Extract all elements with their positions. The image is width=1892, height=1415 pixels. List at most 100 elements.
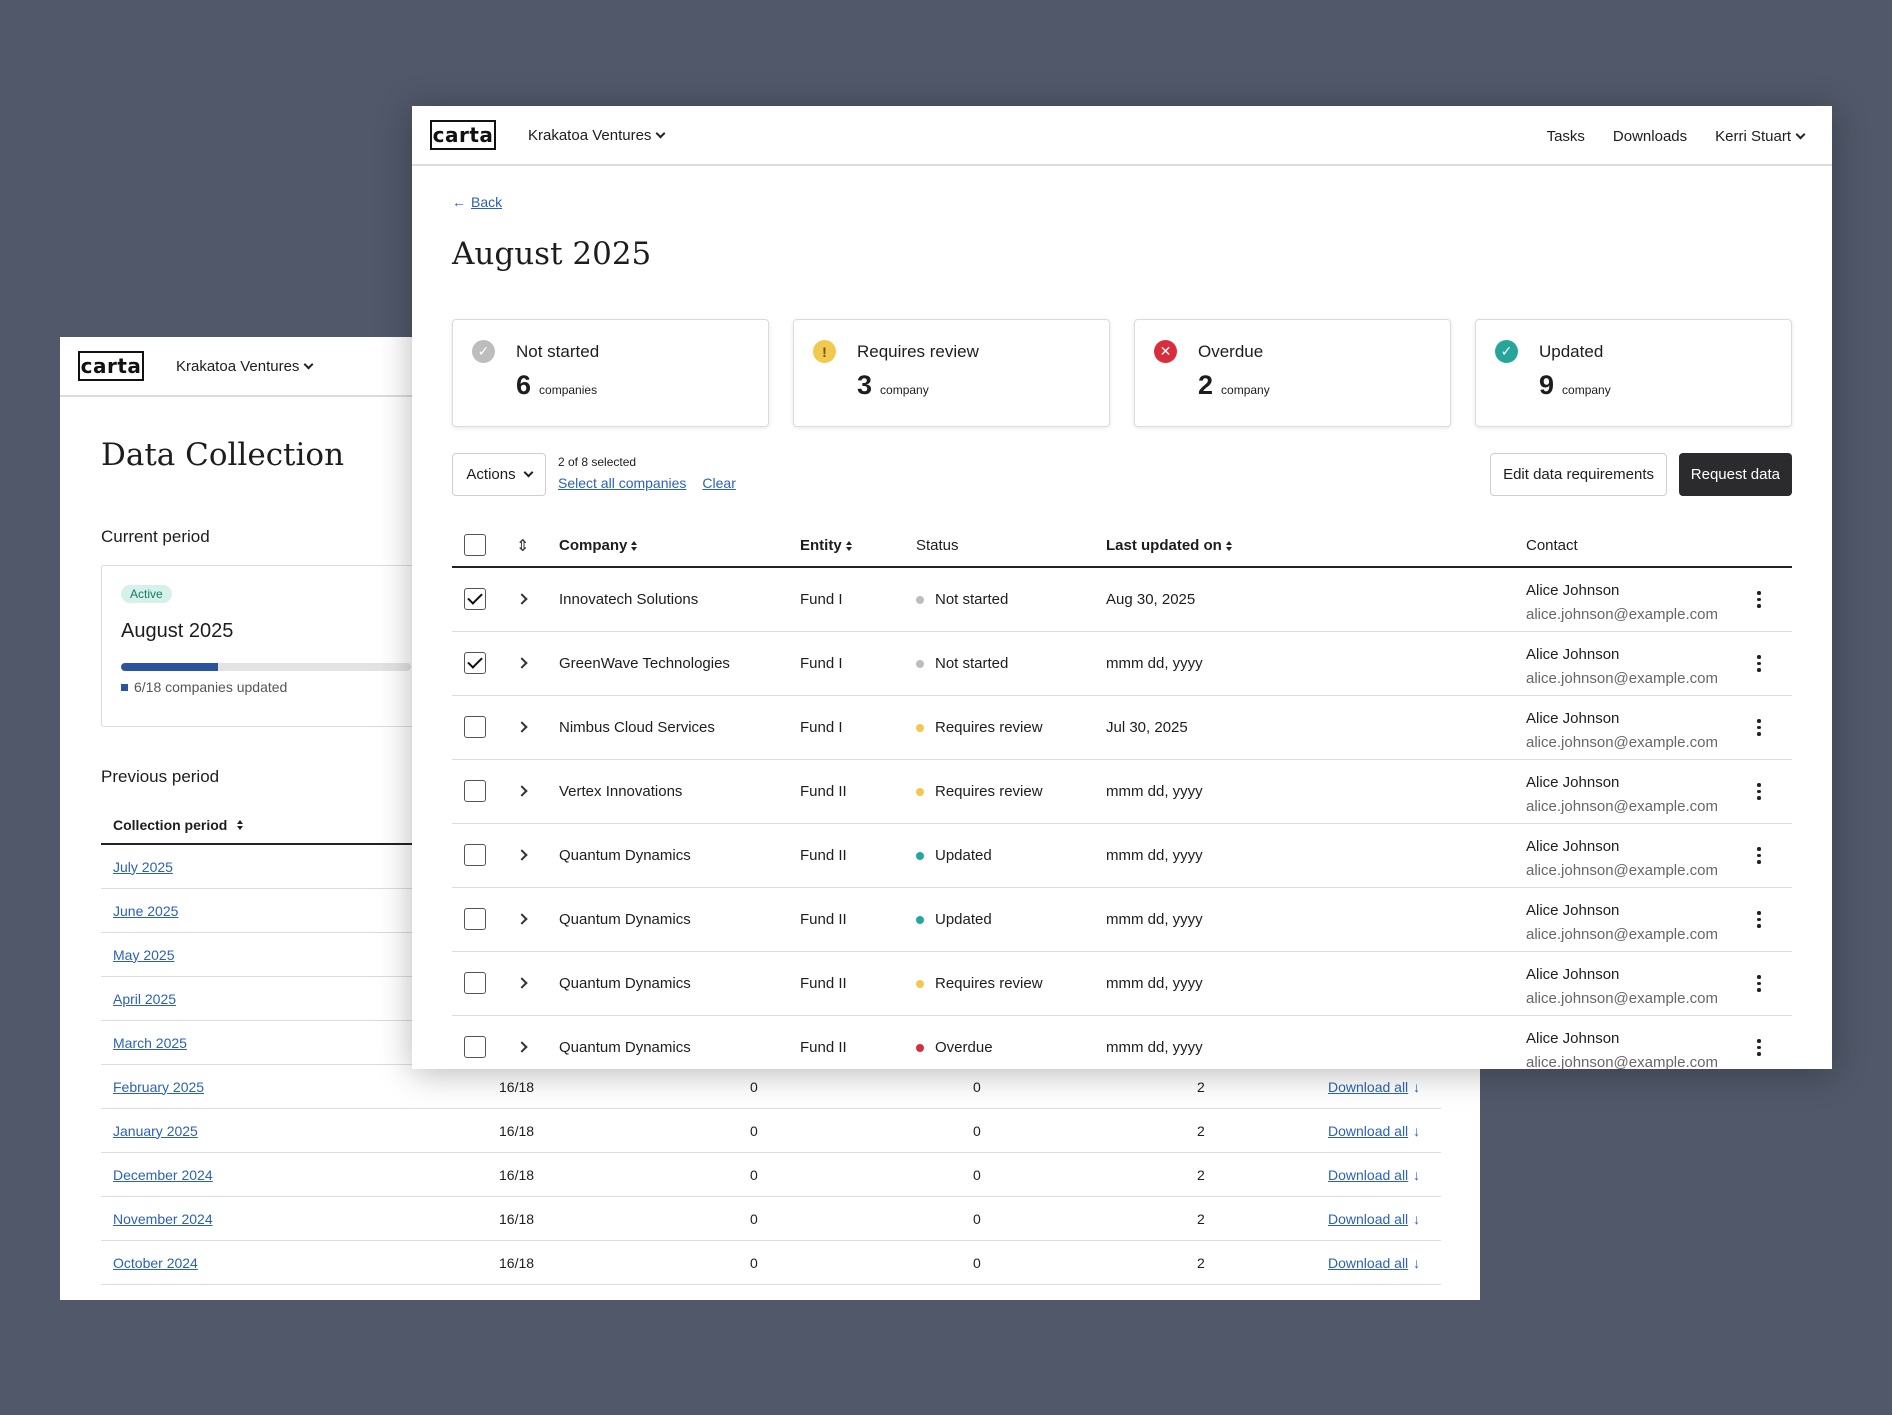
more-options-icon[interactable] xyxy=(1757,975,1761,992)
more-options-icon[interactable] xyxy=(1757,719,1761,736)
nav-downloads[interactable]: Downloads xyxy=(1612,127,1688,145)
collection-period-link[interactable]: July 2025 xyxy=(113,858,173,875)
more-options-icon[interactable] xyxy=(1757,911,1761,928)
more-options-icon[interactable] xyxy=(1757,591,1761,608)
company-header[interactable]: Company xyxy=(559,537,638,554)
row-checkbox[interactable] xyxy=(464,1036,486,1058)
company-name: Innovatech Solutions xyxy=(559,591,699,608)
last-updated-header[interactable]: Last updated on xyxy=(1106,537,1232,554)
count-unit: company xyxy=(1221,383,1270,397)
collection-period-link[interactable]: February 2025 xyxy=(113,1078,205,1095)
status-cell: Requires review xyxy=(916,719,1043,736)
row-checkbox[interactable] xyxy=(464,908,486,930)
status-header: Status xyxy=(916,537,959,554)
companies-updated-cell: 16/18 xyxy=(499,1122,535,1139)
table-row[interactable]: Quantum Dynamics Fund II Overdue mmm dd, yy… xyxy=(452,1016,1792,1069)
status-card[interactable]: ! Requires review 3 company xyxy=(793,319,1110,427)
sort-icon[interactable] xyxy=(1225,540,1232,551)
download-all-link[interactable]: Download all ↓ xyxy=(1328,1079,1420,1095)
chevron-right-icon[interactable] xyxy=(516,977,528,989)
check-circle-icon: ✓ xyxy=(472,340,495,363)
table-row[interactable]: Quantum Dynamics Fund II Updated mmm dd, yy… xyxy=(452,824,1792,888)
contact-name: Alice Johnson xyxy=(1526,838,1620,855)
arrow-down-icon: ↓ xyxy=(1413,1254,1421,1271)
chevron-right-icon[interactable] xyxy=(516,657,528,669)
status-dot-icon xyxy=(916,659,924,668)
entity-name: Fund I xyxy=(800,719,843,736)
table-row[interactable]: Quantum Dynamics Fund II Requires review mm… xyxy=(452,952,1792,1016)
requires-review-cell: 0 xyxy=(750,1078,758,1095)
collection-period-link[interactable]: March 2025 xyxy=(113,1034,187,1051)
collection-period-link[interactable]: October 2024 xyxy=(113,1254,198,1271)
row-checkbox[interactable] xyxy=(464,652,486,674)
request-data-button[interactable]: Request data xyxy=(1678,453,1792,496)
count-value: 6 xyxy=(516,370,532,400)
edit-data-requirements-button[interactable]: Edit data requirements xyxy=(1490,453,1667,496)
carta-logo[interactable]: carta xyxy=(430,120,496,150)
actions-button[interactable]: Actions xyxy=(452,453,546,496)
org-switcher[interactable]: Krakatoa Ventures xyxy=(528,127,666,144)
count-value: 9 xyxy=(1539,370,1555,400)
chevron-right-icon[interactable] xyxy=(516,721,528,733)
table-row[interactable]: Quantum Dynamics Fund II Updated mmm dd, yy… xyxy=(452,888,1792,952)
table-row: February 2025 16/18 0 0 2 Download all ↓ xyxy=(101,1065,1441,1109)
table-row[interactable]: Nimbus Cloud Services Fund I Requires revi… xyxy=(452,696,1792,760)
row-checkbox[interactable] xyxy=(464,588,486,610)
chevron-right-icon[interactable] xyxy=(516,849,528,861)
select-all-link[interactable]: Select all companies xyxy=(558,475,687,491)
carta-logo[interactable]: carta xyxy=(78,351,144,381)
chevron-right-icon[interactable] xyxy=(516,913,528,925)
sort-icon[interactable] xyxy=(845,540,852,551)
status-cell: Not started xyxy=(916,591,1008,608)
collection-period-link[interactable]: May 2025 xyxy=(113,946,175,963)
download-all-link[interactable]: Download all ↓ xyxy=(1328,1167,1420,1183)
entity-header[interactable]: Entity xyxy=(800,537,852,554)
chevron-down-icon xyxy=(655,128,666,138)
nav-tasks[interactable]: Tasks xyxy=(1546,127,1585,145)
status-card[interactable]: ✓ Updated 9 company xyxy=(1475,319,1792,427)
back-link[interactable]: ← Back xyxy=(452,194,502,210)
select-all-checkbox[interactable] xyxy=(464,534,486,556)
status-card[interactable]: ✕ Overdue 2 company xyxy=(1134,319,1451,427)
collection-period-link[interactable]: January 2025 xyxy=(113,1122,198,1139)
row-checkbox[interactable] xyxy=(464,780,486,802)
download-all-link[interactable]: Download all ↓ xyxy=(1328,1123,1420,1139)
company-name: Vertex Innovations xyxy=(559,783,683,800)
user-menu[interactable]: Kerri Stuart xyxy=(1715,128,1806,145)
chevron-right-icon[interactable] xyxy=(516,785,528,797)
more-options-icon[interactable] xyxy=(1757,847,1761,864)
sort-icon[interactable] xyxy=(631,540,638,551)
collection-period-link[interactable]: November 2024 xyxy=(113,1210,213,1227)
collection-period-link[interactable]: December 2024 xyxy=(113,1166,213,1183)
download-all-link[interactable]: Download all ↓ xyxy=(1328,1255,1420,1271)
collection-period-header[interactable]: Collection period xyxy=(113,817,228,833)
status-summary-cards: ✓ Not started 6 companies! Requires review 3 c… xyxy=(452,319,1792,427)
company-name: Quantum Dynamics xyxy=(559,1039,691,1056)
row-checkbox[interactable] xyxy=(464,972,486,994)
status-card[interactable]: ✓ Not started 6 companies xyxy=(452,319,769,427)
status-badge: Active xyxy=(121,585,172,603)
org-switcher[interactable]: Krakatoa Ventures xyxy=(176,358,314,375)
collection-period-link[interactable]: April 2025 xyxy=(113,990,177,1007)
table-row[interactable]: Innovatech Solutions Fund I Not started Aug… xyxy=(452,568,1792,632)
row-checkbox[interactable] xyxy=(464,716,486,738)
row-checkbox[interactable] xyxy=(464,844,486,866)
more-options-icon[interactable] xyxy=(1757,1039,1761,1056)
chevron-down-icon xyxy=(1795,129,1806,139)
table-row[interactable]: Vertex Innovations Fund II Requires review… xyxy=(452,760,1792,824)
current-period-card[interactable]: Active August 2025 6/18 companies update… xyxy=(101,565,461,727)
sort-icon[interactable] xyxy=(237,820,244,830)
entity-name: Fund II xyxy=(800,1039,847,1056)
progress-fill xyxy=(121,663,218,671)
expand-all-icon[interactable]: ⇕ xyxy=(516,538,530,555)
more-options-icon[interactable] xyxy=(1757,783,1761,800)
table-row[interactable]: GreenWave Technologies Fund I Not started m… xyxy=(452,632,1792,696)
collection-period-link[interactable]: June 2025 xyxy=(113,902,179,919)
clear-selection-link[interactable]: Clear xyxy=(702,475,736,491)
more-options-icon[interactable] xyxy=(1757,655,1761,672)
current-period-month: August 2025 xyxy=(121,620,234,642)
chevron-right-icon[interactable] xyxy=(516,593,528,605)
download-all-link[interactable]: Download all ↓ xyxy=(1328,1211,1420,1227)
chevron-down-icon xyxy=(303,359,314,369)
chevron-right-icon[interactable] xyxy=(516,1041,528,1053)
